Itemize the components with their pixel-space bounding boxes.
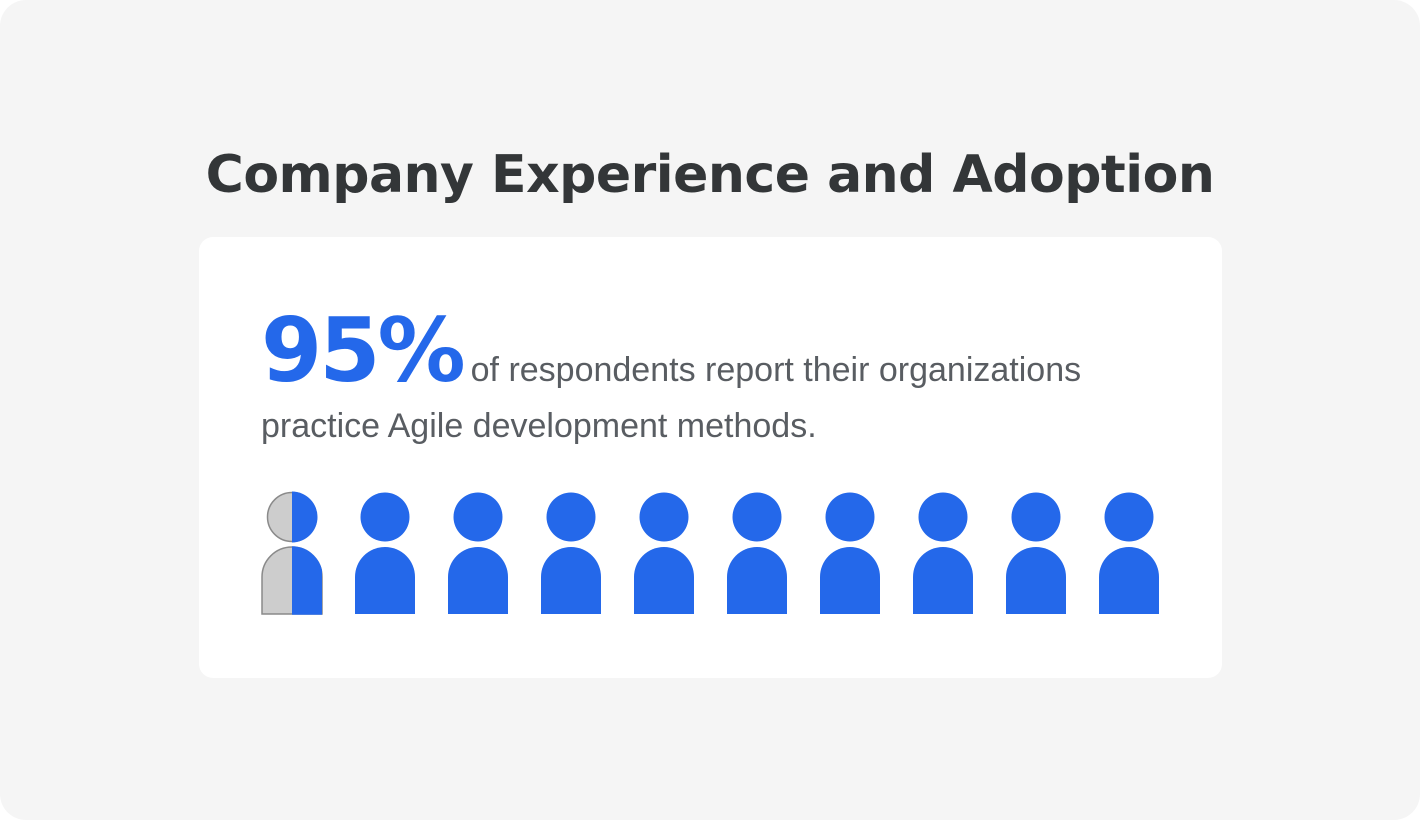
person-icon xyxy=(727,492,787,614)
person-head xyxy=(639,492,689,542)
person-head xyxy=(546,492,596,542)
person-body xyxy=(634,547,694,614)
person-icon xyxy=(913,492,973,614)
person-head xyxy=(732,492,782,542)
person-head xyxy=(1104,492,1154,542)
person-icon xyxy=(261,491,323,615)
person-head xyxy=(918,492,968,542)
person-icon xyxy=(634,492,694,614)
person-icon xyxy=(448,492,508,614)
person-head xyxy=(453,492,503,542)
person-body xyxy=(820,547,880,614)
person-head-fill xyxy=(292,491,318,543)
person-body xyxy=(448,547,508,614)
person-icon xyxy=(541,492,601,614)
stat-line: 95% of respondents report their organizat… xyxy=(261,307,1161,395)
stat-card: 95% of respondents report their organizat… xyxy=(199,237,1222,678)
stat-percentage: 95% xyxy=(261,299,466,402)
person-icon xyxy=(1099,492,1159,614)
stat-description-line1: of respondents report their organization… xyxy=(470,351,1082,389)
person-body-fill xyxy=(292,546,322,615)
person-fill-portion xyxy=(292,491,322,615)
person-body xyxy=(541,547,601,614)
person-head xyxy=(1011,492,1061,542)
person-icon xyxy=(820,492,880,614)
page-title: Company Experience and Adoption xyxy=(205,145,1215,205)
person-icon xyxy=(1006,492,1066,614)
person-head xyxy=(825,492,875,542)
person-icon-row xyxy=(261,491,1161,619)
pictograph-chart xyxy=(261,491,1159,615)
stat-description-line2: practice Agile development methods. xyxy=(261,407,817,445)
person-body xyxy=(355,547,415,614)
person-body xyxy=(1099,547,1159,614)
person-body xyxy=(1006,547,1066,614)
person-body xyxy=(913,547,973,614)
person-body xyxy=(727,547,787,614)
person-head xyxy=(360,492,410,542)
person-icon xyxy=(355,492,415,614)
